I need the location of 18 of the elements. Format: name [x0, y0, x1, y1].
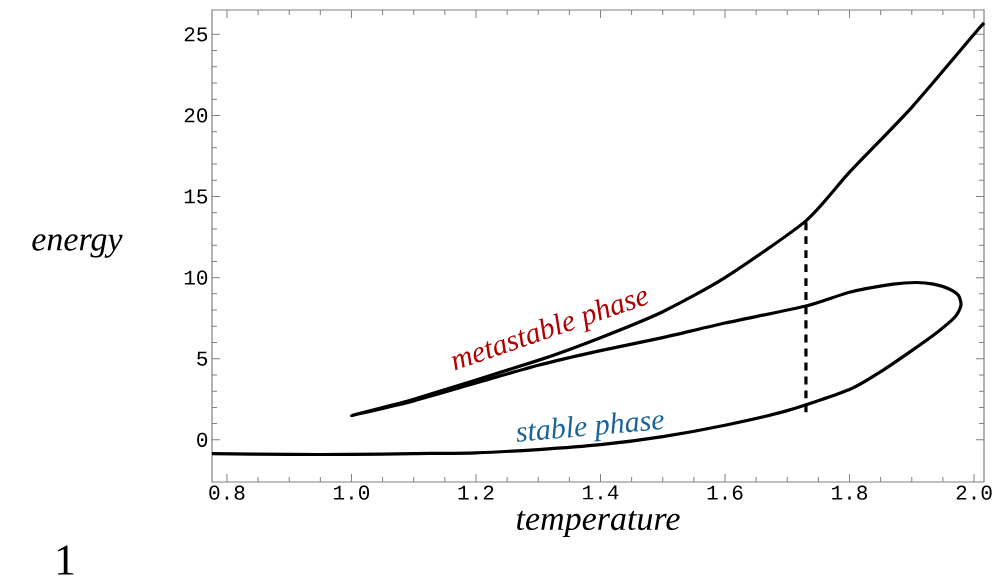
x-tick-label: 1.0 [334, 485, 370, 500]
line-series [210, 21, 986, 457]
y-tick-label: 10 [184, 270, 208, 285]
x-tick-label: 1.4 [583, 485, 619, 500]
x-axis-title: temperature [517, 510, 680, 538]
y-tick-label: 5 [197, 351, 208, 366]
x-tick-label: 1.8 [832, 485, 868, 500]
y-tick-label: 0 [197, 432, 208, 447]
y-axis-title: energy [32, 234, 123, 258]
annotation: stable phase [516, 412, 664, 442]
x-tick-label: 1.6 [707, 485, 743, 500]
y-tick-label: 25 [184, 27, 208, 42]
y-tick-label: 20 [184, 108, 208, 123]
text: 1 [57, 545, 74, 575]
y-tick-label: 15 [184, 189, 208, 204]
x-tick-label: 1.2 [458, 485, 494, 500]
x-tick-label: 2.0 [956, 485, 992, 500]
x-tick-label: 0.8 [209, 485, 245, 500]
